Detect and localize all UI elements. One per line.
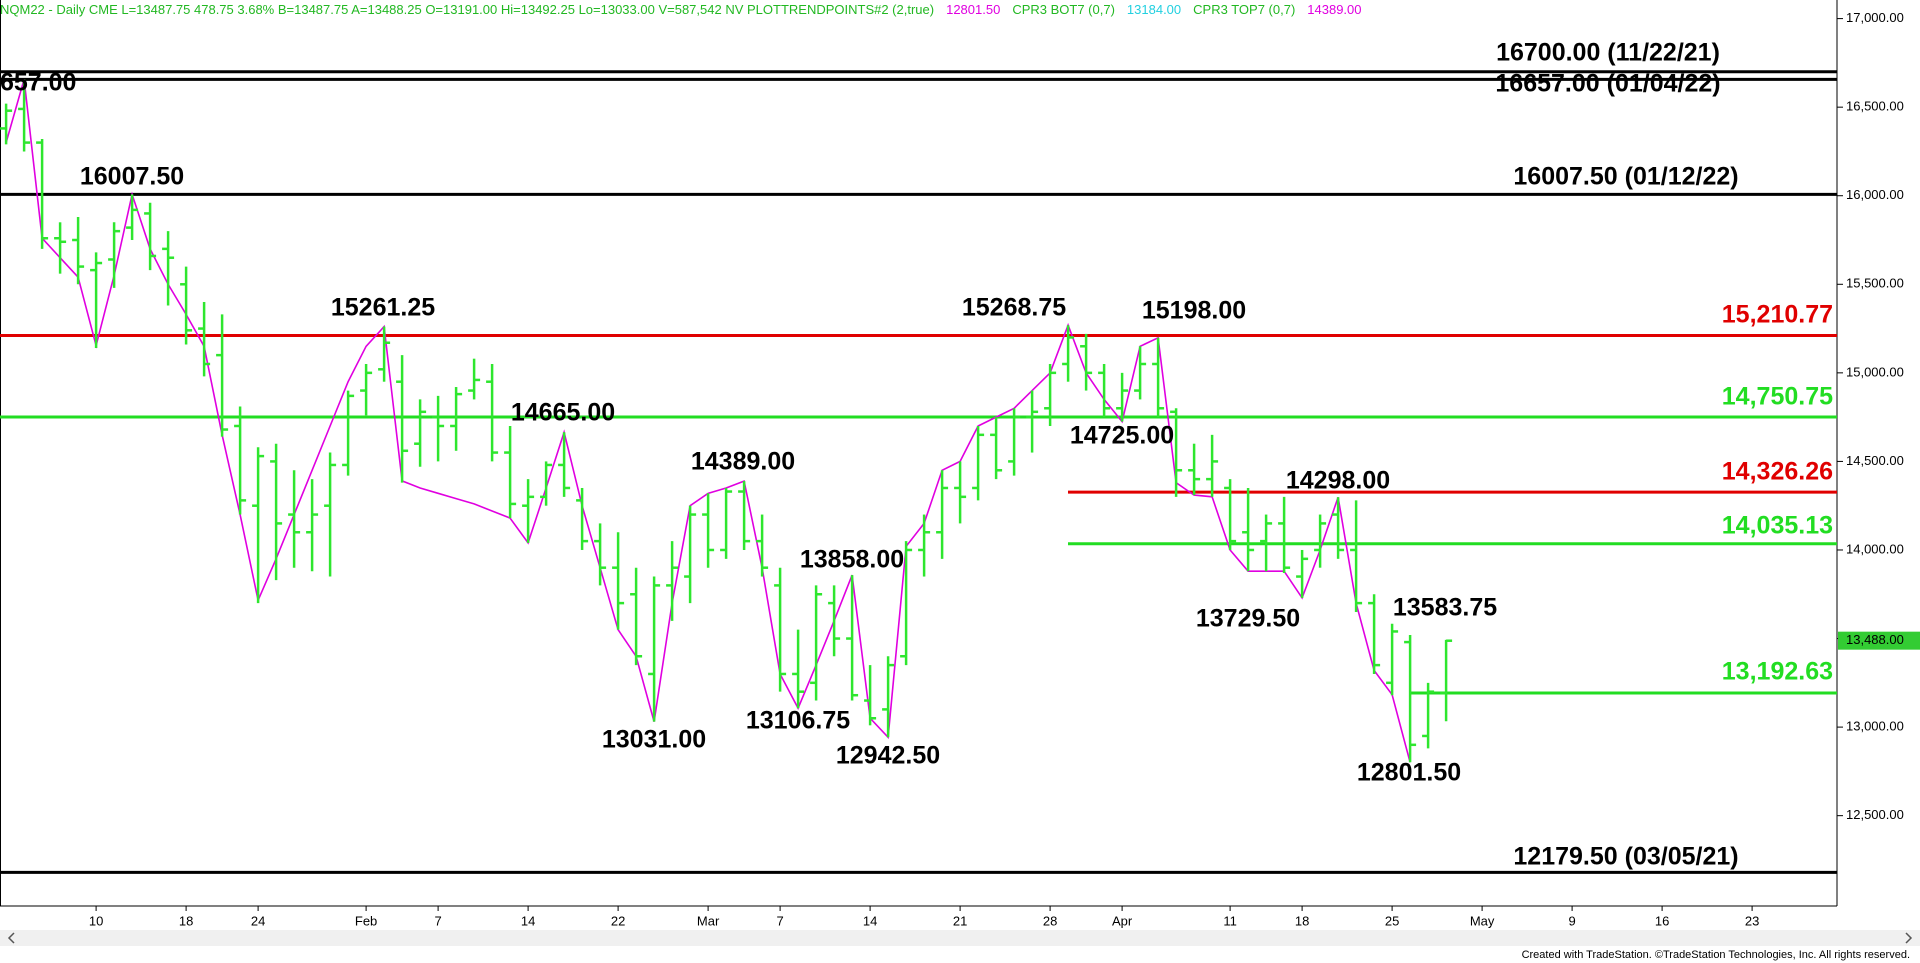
pivot-label: 15268.75: [962, 294, 1066, 322]
pivot-label: 12801.50: [1357, 759, 1461, 787]
pivot-label: 13729.50: [1196, 605, 1300, 633]
level-label: 14,326.26: [1722, 458, 1833, 486]
header: NQM22 - Daily CME L=13487.75 478.75 3.68…: [0, 2, 1362, 17]
last-price-box: [1838, 631, 1920, 650]
x-tick-label: 11: [1223, 913, 1237, 928]
y-tick-label: 12,500.00: [1846, 807, 1904, 822]
level-label: 13,192.63: [1722, 658, 1833, 686]
y-tick-label: 13,000.00: [1846, 719, 1904, 734]
x-tick-label: 10: [89, 913, 103, 928]
x-tick-label: 7: [434, 913, 441, 928]
last-price-label: 13,488.00: [1846, 632, 1904, 647]
x-tick-label: 9: [1568, 913, 1575, 928]
x-tick-label: 25: [1385, 913, 1399, 928]
x-tick-label: Apr: [1112, 913, 1133, 928]
x-tick-label: 14: [521, 913, 535, 928]
pivot-label: 14665.00: [511, 399, 615, 427]
x-tick-label: 18: [179, 913, 193, 928]
x-tick-label: 7: [776, 913, 783, 928]
header-item: 13184.00: [1127, 2, 1181, 17]
x-tick-label: May: [1470, 913, 1495, 928]
x-tick-label: Mar: [697, 913, 720, 928]
pivot-label: 15261.25: [331, 294, 435, 322]
header-text: NQM22 - Daily CME L=13487.75 478.75 3.68…: [0, 2, 1362, 17]
level-label: 14,750.75: [1722, 383, 1833, 411]
x-tick-label: 24: [251, 913, 265, 928]
pivot-label: 657.00: [0, 69, 76, 97]
x-tick-label: 23: [1745, 913, 1759, 928]
y-tick-label: 16,000.00: [1846, 187, 1904, 202]
pivot-label: 12942.50: [836, 742, 940, 770]
header-item: 12801.50: [946, 2, 1000, 17]
level-label: 14,035.13: [1722, 512, 1833, 540]
scrollbar[interactable]: [0, 930, 1920, 946]
pivot-label: 13858.00: [800, 546, 904, 574]
scroll-right[interactable]: [1905, 932, 1913, 944]
level-label: 15,210.77: [1722, 301, 1833, 329]
pivot-label: 13031.00: [602, 726, 706, 754]
header-item: CPR3 TOP7 (0,7): [1193, 2, 1295, 17]
pivot-label: 13106.75: [746, 707, 850, 735]
y-tick-label: 16,500.00: [1846, 99, 1904, 114]
y-tick-label: 15,000.00: [1846, 364, 1904, 379]
y-tick-label: 14,500.00: [1846, 453, 1904, 468]
x-tick-label: 28: [1043, 913, 1057, 928]
pivot-label: 14389.00: [691, 448, 795, 476]
x-tick-label: 21: [953, 913, 967, 928]
header-item: 14389.00: [1307, 2, 1361, 17]
footer: Created with TradeStation. ©TradeStation…: [1522, 949, 1910, 961]
x-tick-label: 16: [1655, 913, 1669, 928]
pivot-label: 14725.00: [1070, 422, 1174, 450]
pivot-label: 14298.00: [1286, 467, 1390, 495]
level-label: 16700.00 (11/22/21): [1496, 39, 1720, 67]
level-label: 16657.00 (01/04/22): [1495, 70, 1720, 98]
x-tick-label: Feb: [355, 913, 377, 928]
pivot-label: 16007.50: [80, 163, 184, 191]
header-item: NQM22 - Daily CME L=13487.75 478.75 3.68…: [0, 2, 934, 17]
pivot-label: 13583.75: [1393, 594, 1497, 622]
scroll-left[interactable]: [7, 932, 15, 944]
x-tick-label: 18: [1295, 913, 1309, 928]
level-label: 12179.50 (03/05/21): [1513, 843, 1738, 871]
x-tick-label: 14: [863, 913, 877, 928]
y-tick-label: 17,000.00: [1846, 10, 1904, 25]
x-tick-label: 22: [611, 913, 625, 928]
level-label: 16007.50 (01/12/22): [1513, 163, 1738, 191]
y-tick-label: 15,500.00: [1846, 276, 1904, 291]
header-item: CPR3 BOT7 (0,7): [1012, 2, 1115, 17]
pivot-label: 15198.00: [1142, 297, 1246, 325]
y-tick-label: 14,000.00: [1846, 541, 1904, 556]
